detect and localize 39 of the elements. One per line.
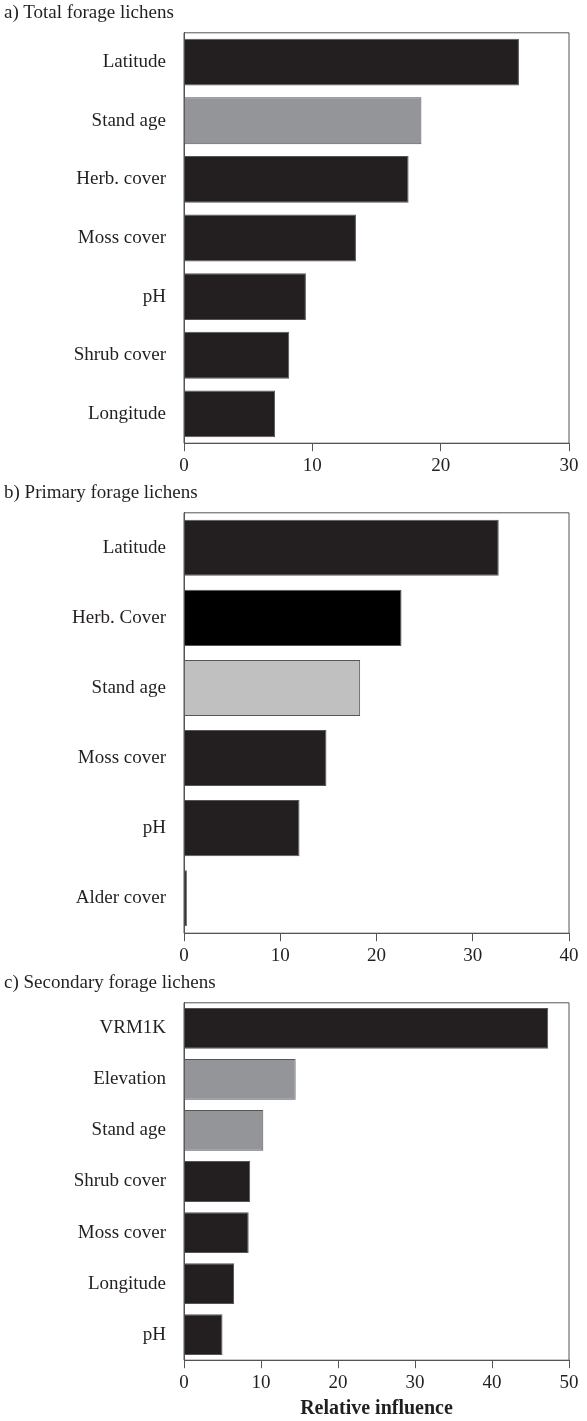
y-tick-label: pH (142, 1322, 167, 1344)
y-tick-label: Herb. cover (76, 167, 167, 189)
x-tick-label: 40 (482, 1370, 502, 1392)
y-tick-label: Stand age (91, 1118, 166, 1140)
x-tick-label: 20 (367, 943, 386, 965)
y-tick-label: Moss cover (77, 746, 167, 768)
y-tick-label: Herb. Cover (72, 605, 167, 627)
x-tick-label: 20 (328, 1370, 348, 1392)
x-tick-label: 10 (251, 1370, 271, 1392)
x-tick-label: 0 (179, 943, 189, 965)
chart-title: c) Secondary forage lichens (4, 971, 216, 994)
x-tick-label: 30 (463, 943, 483, 965)
x-axis-title: Relative influence (300, 1396, 453, 1419)
x-tick-label: 0 (179, 1370, 189, 1392)
y-tick-label: VRM1K (99, 1016, 167, 1038)
chart-title: b) Primary forage lichens (4, 481, 198, 504)
x-tick-label: 50 (559, 1370, 579, 1392)
y-tick-label: Longitude (87, 401, 166, 423)
x-tick-label: 10 (302, 453, 322, 475)
x-tick-label: 30 (559, 453, 579, 475)
y-tick-label: Latitude (102, 50, 166, 72)
y-tick-label: Alder cover (75, 886, 167, 908)
y-tick-label: Stand age (91, 108, 166, 130)
x-tick-label: 0 (179, 453, 189, 475)
y-tick-label: Moss cover (77, 225, 167, 247)
y-tick-label: Shrub cover (73, 1169, 167, 1191)
y-tick-label: Shrub cover (73, 343, 167, 365)
y-tick-label: pH (142, 816, 167, 838)
y-tick-label: Moss cover (77, 1220, 167, 1242)
x-tick-label: 10 (270, 943, 290, 965)
x-tick-label: 20 (431, 453, 451, 475)
chart-title: a) Total forage lichens (4, 1, 174, 24)
x-tick-label: 40 (559, 943, 579, 965)
y-tick-label: Latitude (102, 535, 166, 557)
y-tick-label: Stand age (91, 675, 166, 697)
y-tick-label: Elevation (93, 1067, 167, 1089)
y-tick-label: pH (142, 284, 167, 306)
x-tick-label: 30 (405, 1370, 425, 1392)
y-tick-label: Longitude (87, 1271, 166, 1293)
